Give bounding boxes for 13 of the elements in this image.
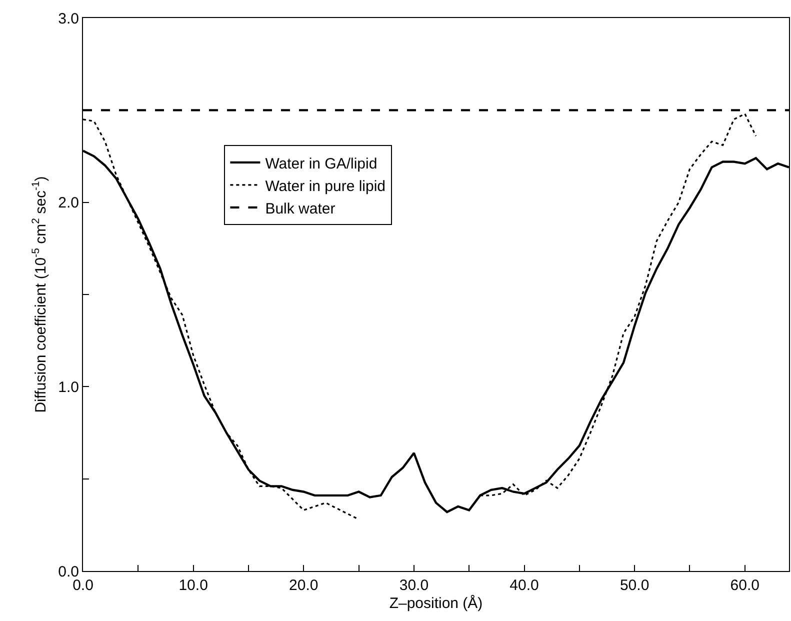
x-tick-label: 40.0 xyxy=(510,577,539,594)
y-tick-label: 2.0 xyxy=(58,194,79,212)
x-tick-label: 30.0 xyxy=(399,577,429,594)
x-tick-label: 20.0 xyxy=(289,577,318,594)
x-axis-title: Z–position (Å) xyxy=(389,594,483,612)
legend-label: Water in pure lipid xyxy=(265,178,386,195)
x-tick-label: 60.0 xyxy=(730,577,760,594)
x-tick-label: 10.0 xyxy=(178,577,208,594)
legend-label: Water in GA/lipid xyxy=(265,155,378,172)
y-tick-label: 1.0 xyxy=(58,378,79,396)
x-tick-label: 50.0 xyxy=(620,577,650,594)
legend-label: Bulk water xyxy=(265,200,336,218)
y-tick-label: 3.0 xyxy=(58,10,79,28)
